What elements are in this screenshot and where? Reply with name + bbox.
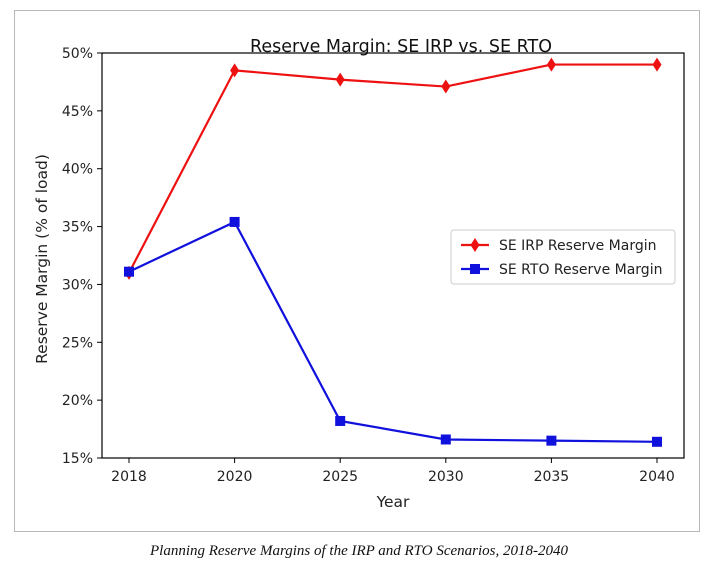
data-point: [440, 434, 451, 445]
plot-area-border: [101, 52, 685, 459]
y-tick-label: 50%: [62, 46, 93, 62]
series-line: [128, 63, 657, 274]
y-tick-label: 15%: [62, 451, 93, 467]
y-tick-label: 40%: [62, 162, 93, 178]
x-tick-label: 2018: [111, 469, 147, 485]
series-se-rto: [124, 216, 662, 447]
data-point: [546, 57, 556, 72]
series-layer: [124, 57, 662, 447]
y-tick-label: 35%: [62, 220, 93, 236]
legend-marker: [470, 238, 480, 252]
axes: 15% 20% 25% 30% 35% 40% 45% 50% 2018 2020 2025 2030…: [62, 46, 685, 485]
data-point: [124, 266, 134, 277]
y-tick-label: 45%: [62, 104, 93, 120]
series-line: [128, 220, 658, 443]
data-point: [546, 435, 557, 446]
y-tick-label: 20%: [62, 393, 93, 409]
legend-box: [450, 229, 676, 285]
data-point: [335, 415, 346, 426]
x-tick-label: 2035: [534, 469, 570, 485]
data-point: [652, 57, 662, 72]
data-point: [441, 79, 451, 94]
legend: SE IRP Reserve Margin SE RTO Reserve Marg…: [450, 229, 676, 285]
chart-title: Reserve Margin: SE IRP vs. SE RTO: [250, 37, 552, 57]
legend-label: SE IRP Reserve Margin: [499, 238, 656, 254]
y-tick-label: 30%: [62, 277, 93, 293]
x-axis-title: Year: [376, 493, 410, 511]
x-tick-label: 2020: [217, 469, 253, 485]
y-axis-title: Reserve Margin (% of load): [33, 154, 51, 364]
x-tick-label: 2040: [639, 469, 675, 485]
legend-label: SE RTO Reserve Margin: [499, 262, 662, 278]
x-tick-label: 2025: [322, 469, 358, 485]
data-point: [652, 436, 662, 447]
figure-caption: Planning Reserve Margins of the IRP and …: [149, 543, 568, 559]
chart-frame: Reserve Margin: SE IRP vs. SE RTO 15% 20%…: [14, 10, 700, 532]
x-tick-label: 2030: [428, 469, 464, 485]
line-chart: Reserve Margin: SE IRP vs. SE RTO 15% 20%…: [33, 37, 685, 511]
y-tick-label: 25%: [62, 335, 93, 351]
legend-marker: [470, 264, 480, 274]
data-point: [229, 216, 240, 227]
data-point: [335, 72, 345, 87]
